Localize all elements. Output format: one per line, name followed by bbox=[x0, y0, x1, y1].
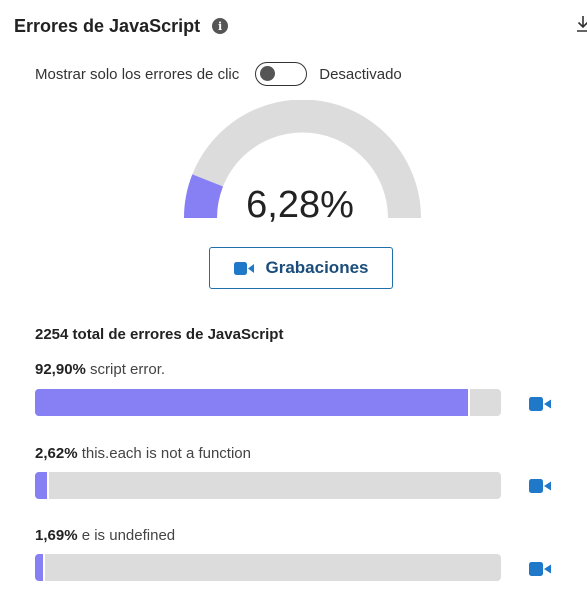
error-bar bbox=[35, 389, 501, 416]
video-camera-icon[interactable] bbox=[529, 478, 551, 494]
video-camera-icon[interactable] bbox=[529, 561, 551, 577]
widget-title: Errores de JavaScript bbox=[14, 15, 201, 36]
error-bar-separator bbox=[468, 389, 470, 416]
error-bar-separator bbox=[47, 472, 49, 499]
error-percent: 92,90% bbox=[35, 361, 86, 378]
toggle-label: Mostrar solo los errores de clic bbox=[35, 65, 240, 83]
error-message: script error. bbox=[90, 361, 166, 378]
error-rate-gauge bbox=[184, 100, 421, 219]
gauge-track bbox=[184, 100, 421, 219]
error-bar bbox=[35, 554, 501, 581]
toggle-knob bbox=[260, 66, 276, 81]
error-percent: 2,62% bbox=[35, 445, 78, 462]
error-bar-fill bbox=[35, 554, 43, 581]
error-bar bbox=[35, 472, 501, 499]
click-errors-toggle[interactable] bbox=[255, 62, 308, 86]
click-errors-filter: Mostrar solo los errores de clic Desacti… bbox=[35, 62, 402, 86]
error-label: 2,62% this.each is not a function bbox=[35, 445, 251, 462]
error-bar-fill bbox=[35, 389, 468, 416]
gauge-value: 6,28% bbox=[246, 184, 354, 226]
recordings-button[interactable]: Grabaciones bbox=[209, 247, 393, 289]
error-label: 1,69% e is undefined bbox=[35, 527, 175, 544]
error-bar-fill bbox=[35, 472, 47, 499]
video-camera-icon bbox=[233, 261, 254, 275]
total-errors: 2254 total de errores de JavaScript bbox=[35, 326, 284, 343]
error-label: 92,90% script error. bbox=[35, 361, 165, 378]
info-icon[interactable]: i bbox=[212, 18, 229, 34]
toggle-state-label: Desactivado bbox=[319, 65, 402, 83]
download-icon[interactable] bbox=[576, 14, 587, 34]
error-percent: 1,69% bbox=[35, 527, 78, 544]
gauge-fill bbox=[184, 174, 224, 219]
error-message: this.each is not a function bbox=[81, 445, 251, 462]
error-bar-separator bbox=[43, 554, 45, 581]
error-message: e is undefined bbox=[81, 527, 176, 544]
video-camera-icon[interactable] bbox=[529, 396, 551, 412]
recordings-button-label: Grabaciones bbox=[265, 258, 369, 277]
widget-header: Errores de JavaScript i bbox=[14, 14, 229, 38]
